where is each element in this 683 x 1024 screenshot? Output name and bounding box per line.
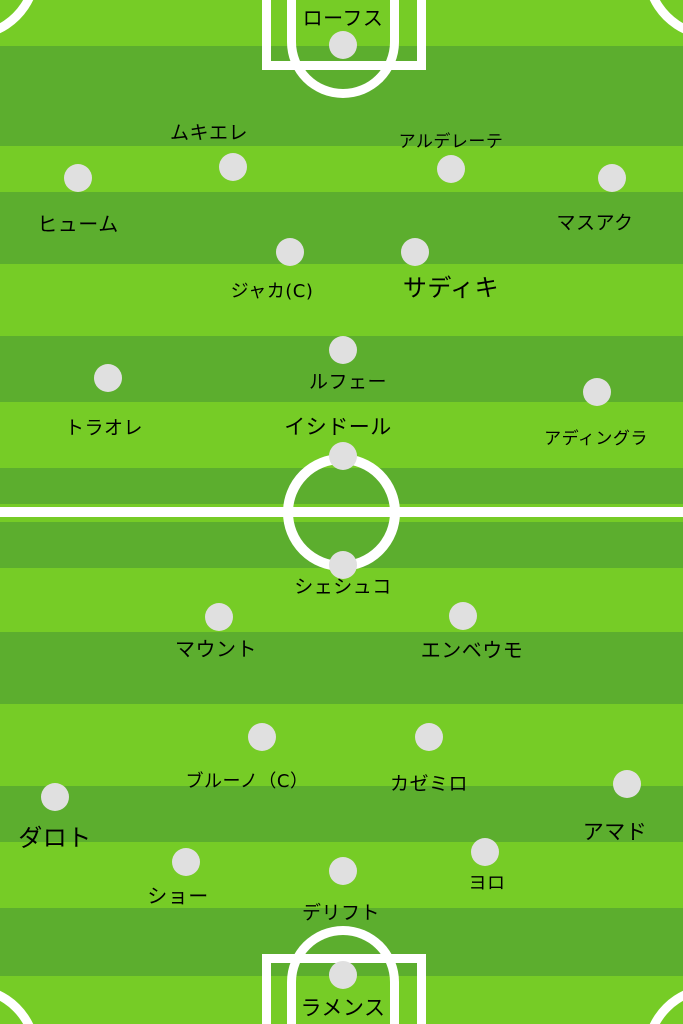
player-dot[interactable] xyxy=(64,164,92,192)
player-name-label: サディキ xyxy=(402,274,500,302)
player-dot[interactable] xyxy=(41,783,69,811)
player-dot[interactable] xyxy=(248,723,276,751)
player-name-label: アルデレーテ xyxy=(398,132,504,152)
player-name-label: デリフト xyxy=(301,902,381,924)
pitch-stripe xyxy=(0,632,683,704)
pitch-stripe xyxy=(0,704,683,786)
player-name-label: ジャカ(C) xyxy=(230,281,314,302)
pitch-stripe xyxy=(0,146,683,192)
player-dot[interactable] xyxy=(329,31,357,59)
player-name-label: ラメンス xyxy=(300,996,386,1020)
player-name-label: マスアク xyxy=(556,212,634,234)
player-name-label: ショー xyxy=(147,884,209,908)
penalty-arc-bottom xyxy=(287,926,399,1024)
player-name-label: ブルーノ（C） xyxy=(185,771,309,792)
player-name-label: イシドール xyxy=(284,415,392,439)
player-dot[interactable] xyxy=(276,238,304,266)
pitch-stripe xyxy=(0,264,683,336)
player-dot[interactable] xyxy=(598,164,626,192)
player-name-label: ヒューム xyxy=(37,212,119,236)
player-dot[interactable] xyxy=(172,848,200,876)
player-dot[interactable] xyxy=(583,378,611,406)
player-dot[interactable] xyxy=(437,155,465,183)
player-dot[interactable] xyxy=(415,723,443,751)
player-name-label: シェシュコ xyxy=(294,576,392,598)
player-name-label: カゼミロ xyxy=(389,773,469,795)
goal-box-top xyxy=(262,0,426,70)
player-dot[interactable] xyxy=(329,336,357,364)
pitch-stripe xyxy=(0,192,683,264)
player-dot[interactable] xyxy=(613,770,641,798)
player-dot[interactable] xyxy=(329,857,357,885)
player-dot[interactable] xyxy=(329,442,357,470)
player-dot[interactable] xyxy=(401,238,429,266)
pitch-stripe xyxy=(0,786,683,842)
player-dot[interactable] xyxy=(219,153,247,181)
player-name-label: エンベウモ xyxy=(420,638,524,662)
player-name-label: ムキエレ xyxy=(169,122,249,144)
player-dot[interactable] xyxy=(205,603,233,631)
player-dot[interactable] xyxy=(94,364,122,392)
player-name-label: マウント xyxy=(175,637,257,661)
player-name-label: ヨロ xyxy=(468,873,506,894)
player-name-label: トラオレ xyxy=(64,417,144,439)
player-dot[interactable] xyxy=(449,602,477,630)
player-dot[interactable] xyxy=(329,961,357,989)
player-name-label: ローフス xyxy=(302,6,384,30)
player-name-label: アマド xyxy=(582,820,648,844)
player-name-label: アディングラ xyxy=(544,429,648,449)
player-dot[interactable] xyxy=(329,551,357,579)
goal-box-bottom xyxy=(262,954,426,1024)
player-name-label: ルフェー xyxy=(308,371,388,393)
penalty-arc-top xyxy=(287,0,399,98)
player-dot[interactable] xyxy=(471,838,499,866)
player-name-label: ダロト xyxy=(18,824,92,852)
